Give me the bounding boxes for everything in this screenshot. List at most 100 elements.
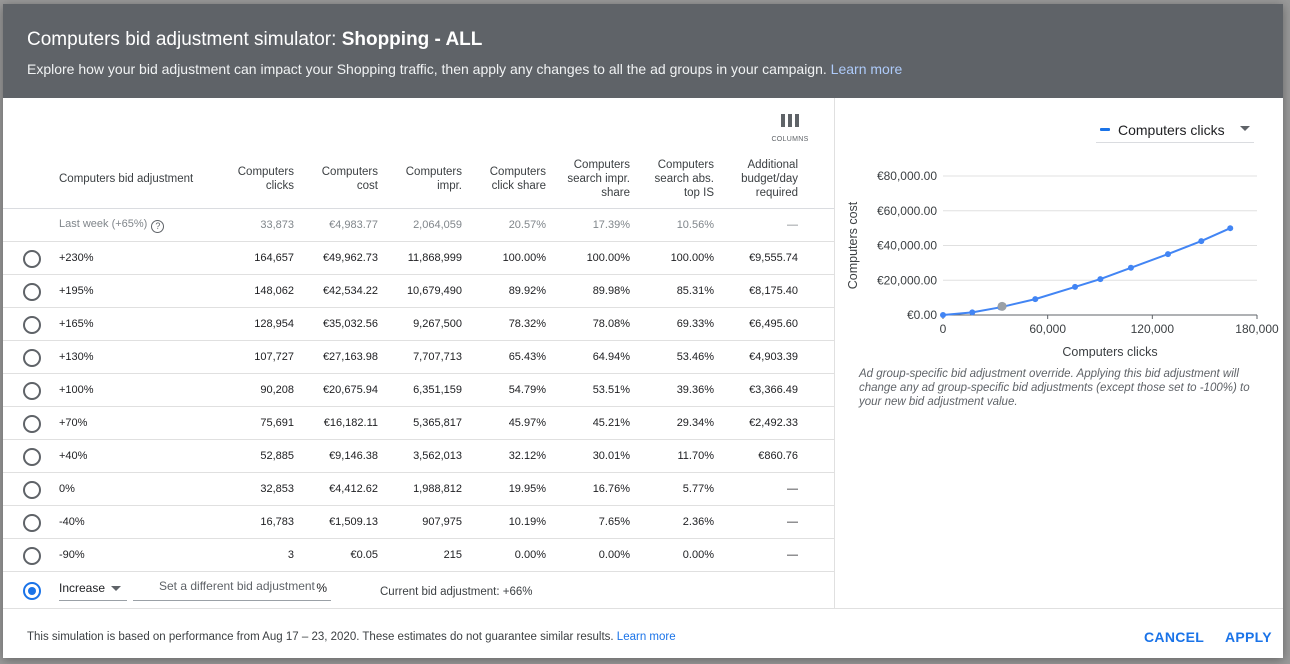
table-row[interactable]: +230% 164,657 €49,962.73 11,868,999 100.00% 1… bbox=[3, 241, 834, 275]
table-row[interactable]: +70% 75,691 €16,182.11 5,365,817 45.97% 45.21… bbox=[3, 406, 834, 440]
table-cell: 10,679,490 bbox=[386, 274, 470, 308]
bid-adjustment-cell: +195% bbox=[3, 274, 218, 308]
current-point bbox=[997, 301, 1007, 311]
table-cell: 78.08% bbox=[554, 307, 638, 341]
bid-adjustment-label: +130% bbox=[59, 351, 94, 363]
y-tick-label: €40,000.00 bbox=[877, 239, 937, 253]
last-week-row: Last week (+65%)? 33,873 €4,983.77 2,064,05… bbox=[3, 208, 834, 242]
table-cell: 78.32% bbox=[470, 307, 554, 341]
table-cell: 164,657 bbox=[218, 241, 302, 275]
bid-adjustment-radio[interactable] bbox=[23, 547, 41, 565]
footer-note: This simulation is based on performance … bbox=[27, 631, 676, 643]
custom-adjustment-radio[interactable] bbox=[23, 582, 41, 600]
column-header[interactable]: Additional budget/day required bbox=[722, 150, 806, 209]
table-cell: 85.31% bbox=[638, 274, 722, 308]
table-cell: 0.00% bbox=[638, 538, 722, 572]
chevron-down-icon bbox=[111, 586, 121, 591]
table-cell: 32,853 bbox=[218, 472, 302, 506]
dialog-subtitle: Explore how your bid adjustment can impa… bbox=[27, 61, 902, 77]
data-point bbox=[1164, 251, 1171, 258]
column-header-line: budget/day bbox=[741, 173, 798, 185]
column-header[interactable]: Computers search abs. top IS bbox=[638, 150, 722, 209]
data-point bbox=[1198, 238, 1205, 245]
direction-select[interactable]: Increase bbox=[59, 576, 127, 601]
table-cell: 2,064,059 bbox=[386, 208, 470, 242]
apply-button[interactable]: APPLY bbox=[1225, 629, 1272, 645]
table-row[interactable]: +130% 107,727 €27,163.98 7,707,713 65.43% 64.… bbox=[3, 340, 834, 374]
table-cell: €9,555.74 bbox=[722, 241, 806, 275]
data-point bbox=[1097, 276, 1104, 283]
header-learn-more-link[interactable]: Learn more bbox=[830, 61, 903, 77]
bid-adjustment-radio[interactable] bbox=[23, 481, 41, 499]
table-row[interactable]: -90% 3 €0.05 215 0.00% 0.00% 0.00% — bbox=[3, 538, 834, 572]
table-row[interactable]: -40% 16,783 €1,509.13 907,975 10.19% 7.65% 2.3… bbox=[3, 505, 834, 539]
columns-button[interactable]: COLUMNS bbox=[767, 110, 813, 146]
table-cell: €0.05 bbox=[302, 538, 386, 572]
table-row[interactable]: +195% 148,062 €42,534.22 10,679,490 89.92% 89… bbox=[3, 274, 834, 308]
column-header[interactable]: Computers click share bbox=[470, 150, 554, 209]
bid-adjustment-cell: +165% bbox=[3, 307, 218, 341]
table-cell: — bbox=[722, 538, 806, 572]
table-cell: €4,903.39 bbox=[722, 340, 806, 374]
bid-adjustment-radio[interactable] bbox=[23, 382, 41, 400]
column-header-line: Computers bbox=[657, 159, 714, 171]
custom-adjustment-row: Increase % Current bid adjustment: +66% bbox=[3, 572, 834, 608]
row-spacer bbox=[806, 472, 834, 506]
table-row[interactable]: 0% 32,853 €4,412.62 1,988,812 19.95% 16.76% 5.… bbox=[3, 472, 834, 506]
column-header-line: share bbox=[601, 187, 630, 199]
chart-metric-select[interactable]: Computers clicks bbox=[1096, 116, 1254, 143]
x-tick-label: 0 bbox=[940, 322, 947, 336]
percent-unit: % bbox=[316, 581, 327, 595]
help-icon[interactable]: ? bbox=[151, 219, 165, 233]
bid-adjustment-label: +230% bbox=[59, 252, 94, 264]
campaign-name: Shopping - ALL bbox=[341, 29, 483, 50]
data-point bbox=[1227, 225, 1234, 232]
table-cell: 3 bbox=[218, 538, 302, 572]
table-cell: 90,208 bbox=[218, 373, 302, 407]
bid-adjustment-radio[interactable] bbox=[23, 283, 41, 301]
footer-learn-more-link[interactable]: Learn more bbox=[616, 631, 676, 643]
table-cell: 128,954 bbox=[218, 307, 302, 341]
table-cell: 100.00% bbox=[470, 241, 554, 275]
direction-value: Increase bbox=[59, 581, 106, 595]
column-header[interactable]: Computers bid adjustment bbox=[3, 150, 218, 209]
bid-adjustment-radio[interactable] bbox=[23, 250, 41, 268]
bid-adjustment-cell: -40% bbox=[3, 505, 218, 539]
table-cell: 32.12% bbox=[470, 439, 554, 473]
table-cell: €4,983.77 bbox=[302, 208, 386, 242]
x-axis-title: Computers clicks bbox=[1062, 345, 1157, 358]
table-row[interactable]: +100% 90,208 €20,675.94 6,351,159 54.79% 53.5… bbox=[3, 373, 834, 407]
data-point bbox=[1127, 264, 1134, 271]
column-header[interactable]: Computers search impr. share bbox=[554, 150, 638, 209]
bid-adjustment-radio[interactable] bbox=[23, 316, 41, 334]
dialog-footer: This simulation is based on performance … bbox=[3, 608, 1283, 658]
table-cell: €20,675.94 bbox=[302, 373, 386, 407]
column-header[interactable]: Computers impr. bbox=[386, 150, 470, 209]
table-cell: 53.46% bbox=[638, 340, 722, 374]
column-header[interactable]: Computers cost bbox=[302, 150, 386, 209]
table-cell: 33,873 bbox=[218, 208, 302, 242]
bid-adjustment-radio[interactable] bbox=[23, 448, 41, 466]
y-tick-label: €20,000.00 bbox=[877, 273, 937, 287]
table-cell: 9,267,500 bbox=[386, 307, 470, 341]
column-header-line: Computers bbox=[573, 159, 630, 171]
table-cell: — bbox=[722, 208, 806, 242]
bid-simulator-dialog: Computers bid adjustment simulator: Shop… bbox=[3, 4, 1283, 658]
bid-adjustment-input[interactable] bbox=[157, 578, 321, 594]
y-tick-label: €0.00 bbox=[907, 308, 937, 322]
columns-label: COLUMNS bbox=[771, 136, 809, 143]
cancel-button[interactable]: CANCEL bbox=[1144, 629, 1205, 645]
table-row[interactable]: +165% 128,954 €35,032.56 9,267,500 78.32% 78.… bbox=[3, 307, 834, 341]
table-cell: €1,509.13 bbox=[302, 505, 386, 539]
table-header-row: Computers bid adjustment Computers clicks C… bbox=[3, 150, 834, 209]
table-cell: — bbox=[722, 472, 806, 506]
table-cell: 69.33% bbox=[638, 307, 722, 341]
column-header[interactable]: Computers clicks bbox=[218, 150, 302, 209]
table-cell: 16.76% bbox=[554, 472, 638, 506]
table-row[interactable]: +40% 52,885 €9,146.38 3,562,013 32.12% 30.01%… bbox=[3, 439, 834, 473]
table-cell: 5.77% bbox=[638, 472, 722, 506]
bid-adjustment-radio[interactable] bbox=[23, 415, 41, 433]
bid-adjustment-radio[interactable] bbox=[23, 349, 41, 367]
simulator-table-pane: COLUMNS Computers bid adjustment Computer… bbox=[3, 98, 835, 608]
bid-adjustment-radio[interactable] bbox=[23, 514, 41, 532]
